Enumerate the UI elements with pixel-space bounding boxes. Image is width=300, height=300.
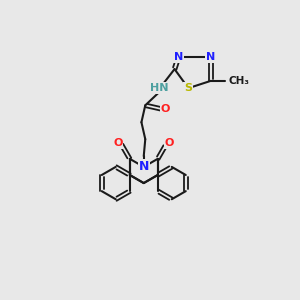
Text: HN: HN <box>150 83 168 93</box>
Text: S: S <box>184 83 192 93</box>
Text: N: N <box>174 52 183 62</box>
Text: N: N <box>139 160 149 173</box>
Text: N: N <box>139 160 149 173</box>
Text: O: O <box>165 138 174 148</box>
Text: O: O <box>165 138 174 148</box>
Text: N: N <box>174 52 183 62</box>
Text: O: O <box>160 104 170 114</box>
Text: CH₃: CH₃ <box>229 76 250 86</box>
Text: O: O <box>113 138 122 148</box>
Text: O: O <box>113 138 122 148</box>
Text: N: N <box>206 52 215 62</box>
Text: O: O <box>160 104 170 114</box>
Text: N: N <box>206 52 215 62</box>
Text: HN: HN <box>150 83 168 93</box>
Text: S: S <box>184 83 192 93</box>
